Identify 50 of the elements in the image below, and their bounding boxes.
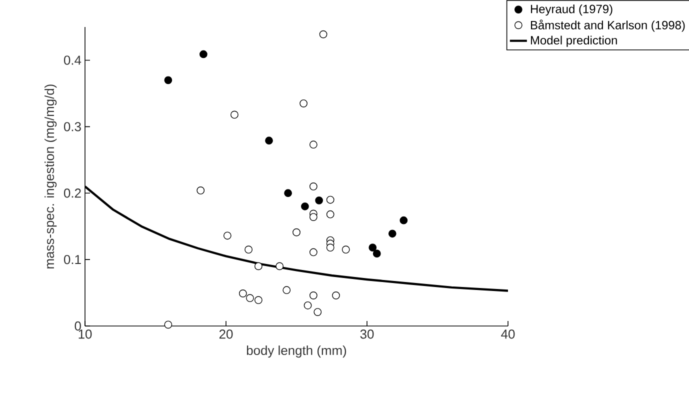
point [254, 296, 262, 304]
x-axis-title: body length (mm) [246, 346, 346, 358]
point [238, 290, 247, 298]
point [326, 210, 334, 218]
point [309, 140, 318, 149]
point [326, 196, 334, 204]
point [388, 230, 396, 238]
point [309, 213, 318, 221]
point [265, 136, 273, 145]
point [300, 99, 308, 108]
point [164, 76, 172, 84]
x-tick-label: 30 [360, 330, 374, 339]
point [400, 216, 408, 224]
legend-label: Båmstedt and Karlson (1998) [530, 20, 685, 32]
y-tick-label: 0.3 [64, 122, 81, 132]
point [301, 202, 309, 210]
point [196, 186, 205, 194]
point [230, 110, 238, 119]
point [309, 248, 318, 256]
x-tick-label: 40 [501, 330, 515, 339]
point [319, 30, 328, 38]
point [254, 262, 262, 270]
point [304, 301, 312, 310]
legend-label: Heyraud (1979) [530, 4, 612, 16]
x-tick-label: 20 [219, 330, 233, 339]
y-tick-label: 0.1 [64, 254, 81, 264]
point [282, 286, 291, 294]
point [342, 246, 350, 254]
point [309, 292, 318, 300]
x-tick-label: 10 [78, 330, 92, 339]
y-tick-label: 0.4 [64, 56, 82, 65]
point [326, 244, 334, 252]
point [200, 50, 208, 58]
y-axis-title: mass-spec. ingestion (mg/mg/d) [44, 84, 57, 268]
y-tick-label: 0.2 [64, 188, 81, 198]
point [164, 320, 172, 329]
point [292, 228, 300, 236]
point [314, 308, 322, 316]
point [246, 294, 254, 302]
point [315, 196, 323, 204]
point [244, 246, 252, 254]
point [332, 292, 340, 300]
point [372, 250, 381, 258]
point [223, 232, 232, 240]
point [276, 262, 284, 270]
point [309, 182, 318, 190]
y-tick-label: 0 [74, 321, 81, 331]
point [368, 244, 377, 252]
point [284, 189, 292, 198]
legend-label: Model prediction [530, 36, 617, 47]
